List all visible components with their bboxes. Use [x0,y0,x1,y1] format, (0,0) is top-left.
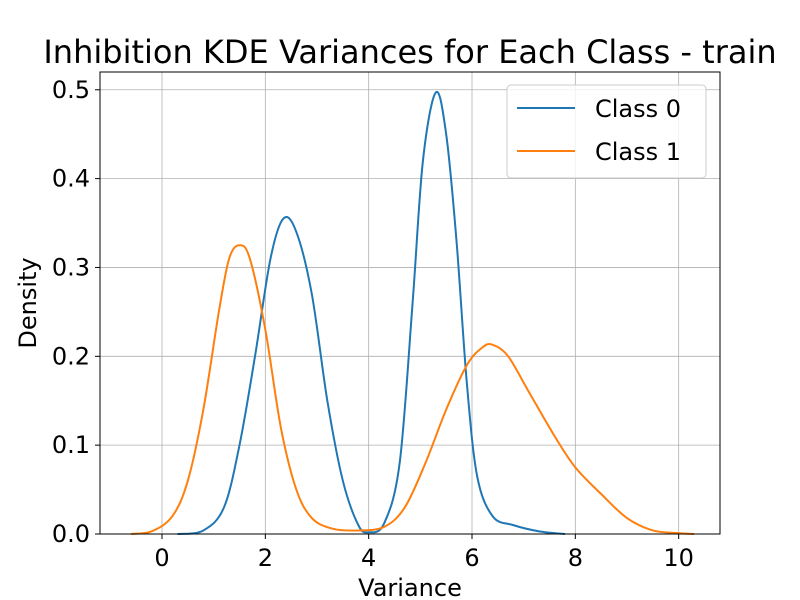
legend-label-class-0: Class 0 [595,95,681,123]
y-tick-label: 0.1 [52,431,90,459]
x-tick-label: 8 [568,544,583,572]
x-tick-label: 10 [663,544,694,572]
x-tick-label: 4 [361,544,376,572]
y-tick-label: 0.0 [52,520,90,548]
series-line-class-1 [130,244,695,535]
series-line-class-0 [177,90,566,535]
y-tick-label: 0.3 [52,253,90,281]
y-axis-label: Density [14,257,42,348]
y-tick-label: 0.2 [52,342,90,370]
y-axis-ticks: 0.0 0.1 0.2 0.3 0.4 0.5 [52,76,100,548]
y-tick-label: 0.4 [52,165,90,193]
plot-frame [99,71,721,535]
x-tick-label: 2 [258,544,273,572]
legend-label-class-1: Class 1 [595,138,681,166]
y-tick-label: 0.5 [52,76,90,104]
x-tick-label: 0 [154,544,169,572]
x-tick-label: 6 [464,544,479,572]
legend: Class 0 Class 1 [506,84,707,179]
x-axis-ticks: 0 2 4 6 8 10 [154,534,694,572]
chart-title: Inhibition KDE Variances for Each Class … [43,33,776,71]
x-axis-label: Variance [358,574,462,600]
series-lines [130,90,695,535]
